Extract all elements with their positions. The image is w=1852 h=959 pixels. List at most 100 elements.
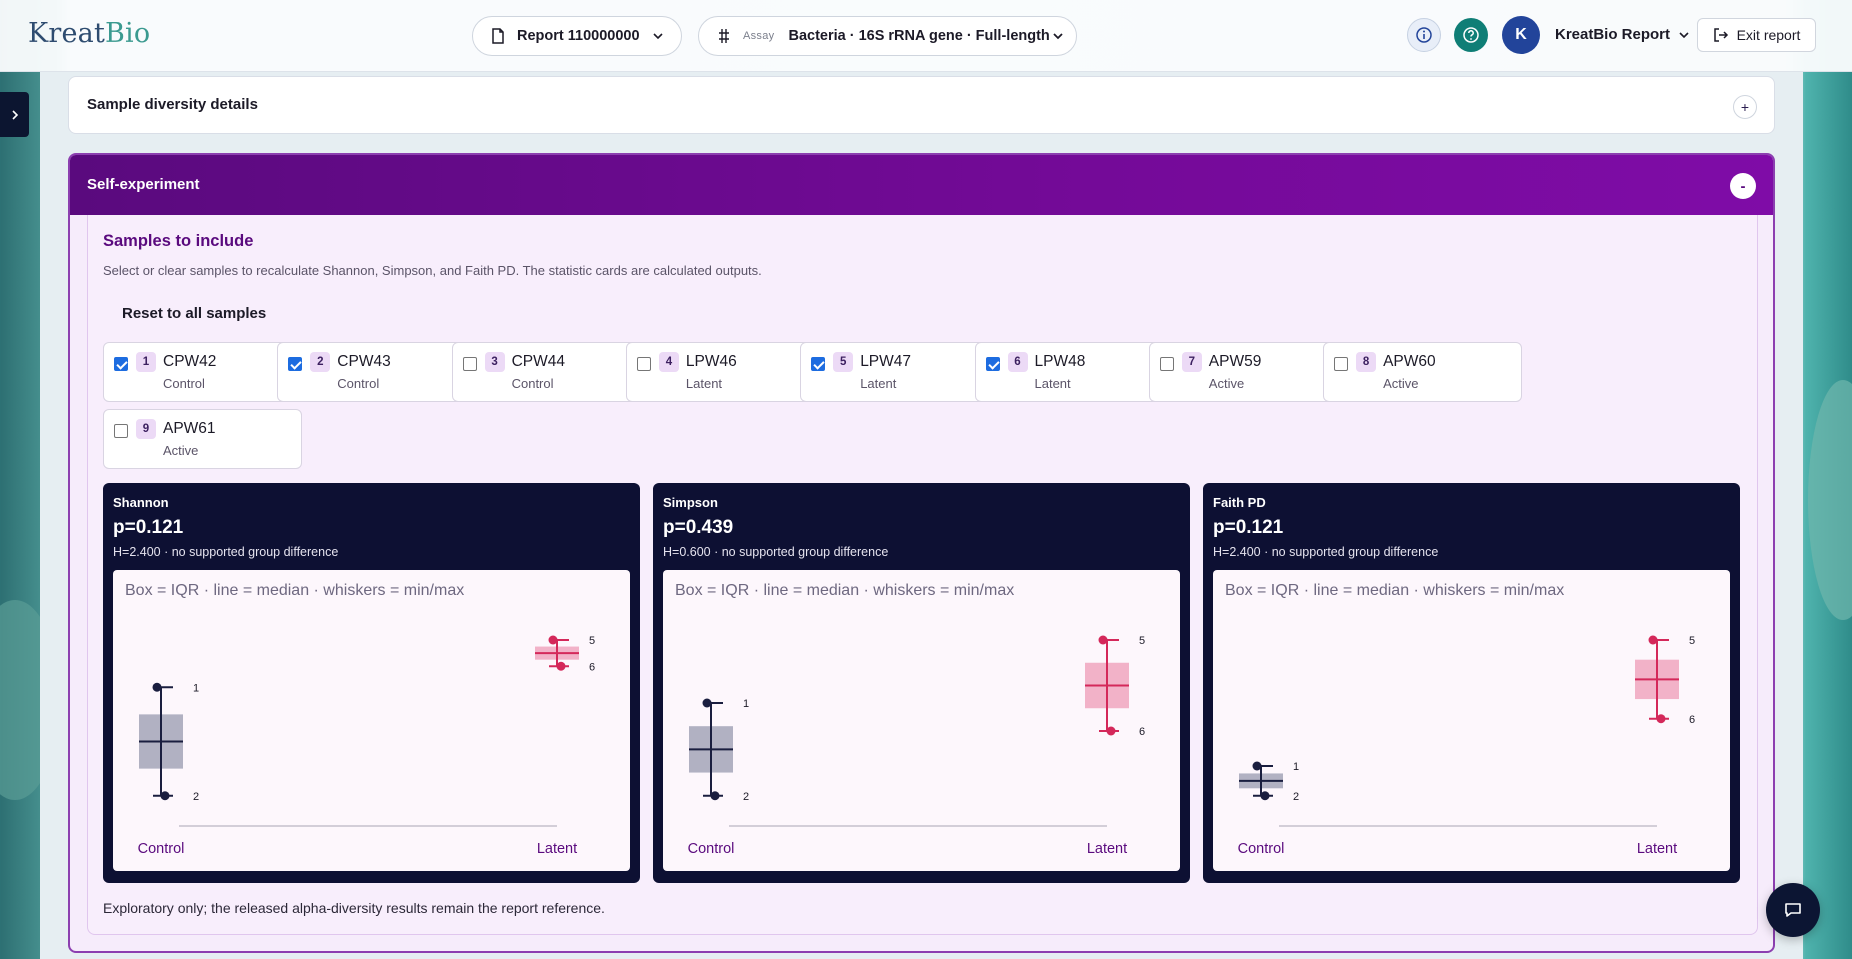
data-point [160,791,170,801]
sample-card[interactable]: 8 APW60 Active [1323,342,1523,402]
box-plot: Box = IQR · line = median · whiskers = m… [113,570,630,871]
sample-group: Control [163,376,205,391]
sidebar-toggle[interactable] [0,92,29,137]
brand-part1: Kreat [28,18,106,49]
sample-number-badge: 4 [658,352,679,372]
assay-value: Bacteria · 16S rRNA gene · Full-length [788,28,1050,44]
stat-h: H=2.400 · no supported group difference [113,545,339,559]
sample-checkbox[interactable] [1334,357,1349,371]
box-plot-svg: 1 2 Control 5 6 Latent [1238,635,1696,857]
point-label: 6 [1689,714,1695,726]
stat-name: Shannon [113,495,169,510]
sample-checkbox[interactable] [985,357,1000,371]
stat-name: Simpson [663,495,718,510]
chevron-down-icon [1053,33,1063,40]
sample-group: Latent [685,376,723,391]
sample-card[interactable]: 1 CPW42 Control [103,342,302,402]
sample-checkbox[interactable] [462,357,477,371]
data-point [702,698,712,708]
point-label: 5 [1689,635,1695,647]
sample-card[interactable]: 3 CPW44 Control [451,342,651,402]
sample-group: Latent [1034,376,1071,391]
sample-card[interactable]: 5 LPW47 Latent [800,342,1000,402]
data-point [556,661,566,671]
sample-checkbox[interactable] [636,357,651,371]
report-selector[interactable]: Report 110000000 [472,16,682,56]
report-selector-label: Report 110000000 [517,28,640,44]
sample-number-badge: 9 [136,419,156,439]
category-label: Latent [537,841,577,857]
chat-button[interactable] [1766,883,1820,937]
sample-card[interactable]: 4 LPW46 Latent [625,342,825,402]
sample-checkbox[interactable] [114,357,128,371]
point-label: 5 [589,635,595,647]
point-label: 6 [1139,726,1145,738]
assay-label: Assay [743,30,775,42]
sample-number-badge: 6 [1007,352,1028,372]
help-button[interactable] [1454,18,1488,52]
box-plot: Box = IQR · line = median · whiskers = m… [663,570,1180,871]
sample-card[interactable]: 6 LPW48 Latent [974,342,1174,402]
plot-legend: Box = IQR · line = median · whiskers = m… [675,582,1015,599]
sample-checkbox[interactable] [288,357,303,371]
data-point [1656,714,1666,724]
reset-samples-button[interactable]: Reset to all samples [122,305,267,322]
category-label: Control [138,841,185,857]
info-button[interactable] [1407,18,1441,52]
brand-logo[interactable]: KreatBio [28,18,150,49]
user-name-label: KreatBio Report [1555,26,1671,43]
chevron-down-icon [652,33,663,40]
sample-name: APW59 [1208,353,1262,370]
collapse-button[interactable]: - [1730,173,1756,199]
stat-p: p=0.121 [113,517,184,538]
sample-name: CPW43 [337,353,391,370]
data-point [1106,726,1116,736]
data-point [1648,635,1658,645]
data-point [152,682,162,692]
sample-card[interactable]: 2 CPW43 Control [277,342,477,402]
sample-checkbox[interactable] [1159,357,1174,371]
help-icon [1463,27,1479,43]
sample-group: Control [337,376,380,391]
point-label: 1 [1293,761,1299,773]
sample-number-badge: 5 [833,352,854,372]
sample-diversity-section[interactable]: Sample diversity details + [68,76,1775,134]
chat-icon [1785,903,1801,917]
expand-button[interactable]: + [1733,95,1757,119]
top-bar: KreatBio Report 110000000 Assay Bacteria… [0,0,1852,72]
sample-number-badge: 2 [310,352,331,372]
sample-group: Active [163,443,199,458]
samples-description: Select or clear samples to recalculate S… [103,263,762,278]
category-label: Latent [1087,841,1127,857]
assay-selector[interactable]: Assay Bacteria · 16S rRNA gene · Full-le… [698,16,1077,56]
sample-checkbox[interactable] [114,424,128,438]
point-label: 1 [193,682,199,694]
sample-card[interactable]: 9 APW61 Active [103,409,302,469]
sample-diversity-title: Sample diversity details [87,96,258,113]
chevron-down-icon [1679,31,1689,38]
stat-card-simpson: Simpson p=0.439 H=0.600 · no supported gro… [653,483,1190,883]
stat-h: H=2.400 · no supported group difference [1213,545,1439,559]
point-label: 2 [1293,791,1299,803]
sample-checkbox[interactable] [811,357,826,371]
point-label: 5 [1139,635,1145,647]
sample-name: APW61 [163,420,216,437]
exit-report-button[interactable]: Exit report [1697,18,1816,52]
box-plot: Box = IQR · line = median · whiskers = m… [1213,570,1730,871]
sample-group: Active [1208,376,1245,391]
stat-h: H=0.600 · no supported group difference [663,545,889,559]
point-label: 2 [743,791,749,803]
data-point [1098,635,1108,645]
sample-name: CPW42 [163,353,217,370]
self-experiment-header[interactable]: Self-experiment - [70,155,1773,215]
sliders-icon [719,29,729,43]
avatar[interactable]: K [1502,16,1540,54]
sample-card[interactable]: 7 APW59 Active [1148,342,1348,402]
category-label: Control [688,841,735,857]
user-menu[interactable]: KreatBio Report [1555,26,1690,43]
sample-name: LPW47 [860,353,912,370]
chevron-right-icon [11,109,18,120]
data-point [1260,791,1270,801]
point-label: 1 [743,698,749,710]
sample-name: LPW48 [1034,353,1086,370]
